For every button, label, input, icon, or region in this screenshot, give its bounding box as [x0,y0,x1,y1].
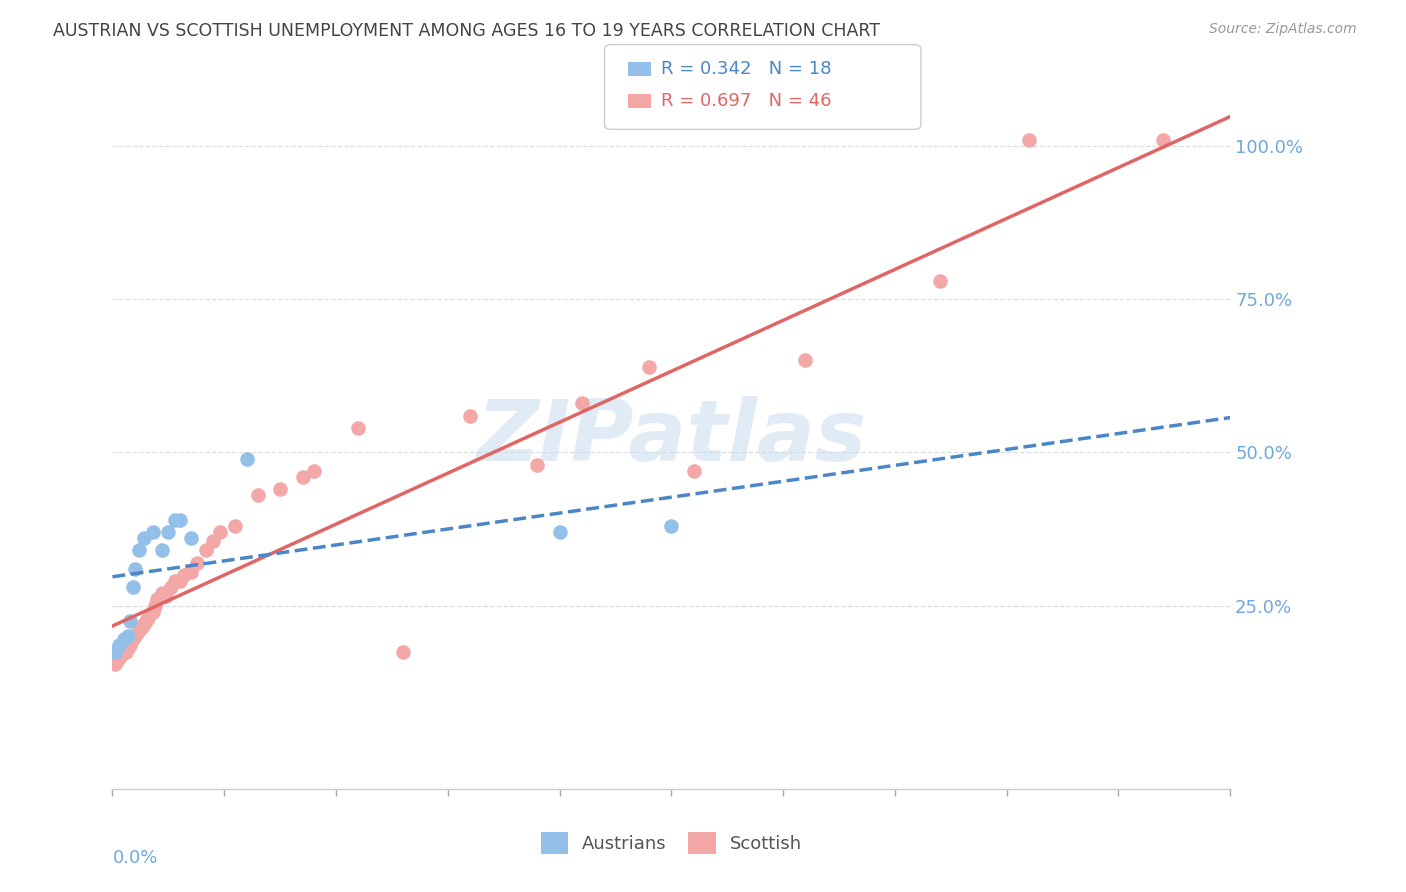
Point [173,568,195,582]
Text: AUSTRIAN VS SCOTTISH UNEMPLOYMENT AMONG AGES 16 TO 19 YEARS CORRELATION CHART: AUSTRIAN VS SCOTTISH UNEMPLOYMENT AMONG … [53,22,880,40]
Point [131,620,153,634]
Point [302,464,325,478]
Point [121,580,143,594]
Point [125,626,148,640]
Legend: Austrians, Scottish: Austrians, Scottish [533,825,810,862]
Point [132,531,155,545]
Point [108,639,131,653]
Point [571,396,593,410]
Point [1018,133,1040,147]
Point [928,274,950,288]
Point [794,353,817,368]
Point [135,614,157,628]
Point [246,488,269,502]
Point [115,644,138,658]
Point [136,611,159,625]
Point [291,470,314,484]
Point [128,623,150,637]
Point [117,629,139,643]
Point [146,592,169,607]
Point [180,565,202,579]
Point [121,632,143,647]
Point [110,648,132,662]
Text: 0.0%: 0.0% [112,849,157,867]
Point [150,543,173,558]
Point [112,644,135,658]
Point [165,513,187,527]
Point [112,632,135,647]
Text: R = 0.342   N = 18: R = 0.342 N = 18 [661,60,831,78]
Point [104,657,127,671]
Point [392,644,415,658]
Point [159,580,181,594]
Point [180,531,202,545]
Point [235,451,257,466]
Point [143,599,166,613]
Point [128,543,150,558]
Point [108,650,131,665]
Point [124,629,146,643]
Point [132,617,155,632]
Point [269,482,291,496]
Text: R = 0.697   N = 46: R = 0.697 N = 46 [661,92,831,110]
Point [142,605,165,619]
Point [120,614,142,628]
Point [155,590,177,604]
Text: ZIPatlas: ZIPatlas [477,395,866,479]
Point [157,524,180,539]
Point [1152,133,1174,147]
Point [165,574,187,588]
Point [202,534,225,549]
Point [638,359,661,374]
Point [186,556,208,570]
Point [117,641,139,656]
Point [458,409,481,423]
Point [169,574,191,588]
Point [682,464,704,478]
Point [150,586,173,600]
Point [142,524,165,539]
Point [120,639,142,653]
Point [195,543,218,558]
Point [347,421,370,435]
Point [526,458,548,472]
Point [169,513,191,527]
Point [104,644,127,658]
Point [208,524,231,539]
Point [105,654,128,668]
Point [224,519,246,533]
Point [124,562,146,576]
Text: Source: ZipAtlas.com: Source: ZipAtlas.com [1209,22,1357,37]
Point [548,524,571,539]
Point [661,519,683,533]
